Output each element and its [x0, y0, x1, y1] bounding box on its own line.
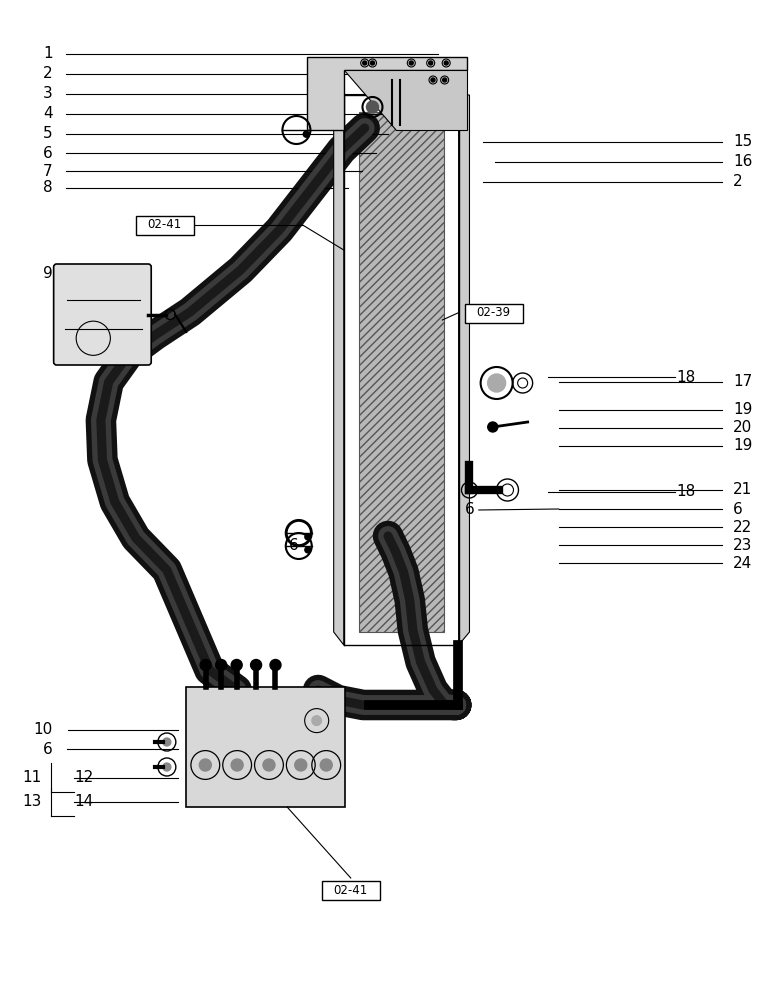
Text: 2: 2 [43, 66, 53, 82]
Text: 15: 15 [733, 134, 753, 149]
Circle shape [442, 78, 447, 82]
Polygon shape [344, 70, 467, 130]
Circle shape [270, 660, 281, 670]
Text: 19: 19 [733, 402, 753, 418]
Circle shape [163, 763, 171, 771]
Circle shape [305, 534, 311, 540]
Text: 17: 17 [733, 374, 753, 389]
Polygon shape [334, 95, 344, 645]
Text: 13: 13 [23, 794, 42, 810]
Circle shape [320, 759, 332, 771]
Text: 12: 12 [74, 770, 94, 786]
Text: 19: 19 [733, 438, 753, 454]
Bar [136, 216, 193, 234]
Circle shape [303, 131, 309, 137]
Text: 3: 3 [43, 87, 53, 102]
Text: 7: 7 [43, 163, 53, 178]
Circle shape [428, 61, 433, 65]
Circle shape [488, 422, 497, 432]
Text: 02-41: 02-41 [334, 884, 368, 896]
Circle shape [444, 61, 449, 65]
Text: 6: 6 [43, 145, 53, 160]
Bar [322, 880, 379, 900]
Circle shape [487, 374, 506, 392]
Text: 6: 6 [465, 502, 475, 518]
Text: 02-41: 02-41 [147, 219, 182, 232]
Circle shape [312, 716, 321, 725]
Text: 18: 18 [677, 369, 696, 384]
Text: 4: 4 [43, 106, 53, 121]
Text: 14: 14 [74, 794, 94, 810]
FancyBboxPatch shape [54, 264, 151, 365]
Text: 8: 8 [43, 180, 53, 196]
Text: 21: 21 [733, 483, 753, 497]
Text: 6: 6 [289, 538, 299, 554]
Circle shape [231, 759, 243, 771]
Circle shape [200, 660, 211, 670]
Text: 1: 1 [43, 46, 53, 62]
Text: 6: 6 [43, 742, 53, 756]
Text: 20: 20 [733, 420, 753, 436]
Circle shape [366, 101, 379, 113]
Bar [186, 687, 345, 807]
Text: 2: 2 [733, 174, 743, 190]
Text: 5: 5 [43, 126, 53, 141]
Circle shape [263, 759, 275, 771]
Text: 16: 16 [733, 154, 753, 169]
Text: 02-39: 02-39 [476, 306, 511, 320]
Text: 9: 9 [43, 265, 53, 280]
Text: 11: 11 [23, 770, 42, 786]
Text: 10: 10 [33, 722, 53, 738]
Text: 22: 22 [733, 520, 753, 534]
Circle shape [305, 547, 311, 553]
Bar [359, 112, 444, 632]
Circle shape [295, 759, 307, 771]
Circle shape [370, 61, 375, 65]
Circle shape [362, 61, 367, 65]
Bar [465, 304, 522, 322]
Text: 23: 23 [733, 538, 753, 552]
Text: 18: 18 [677, 485, 696, 499]
Circle shape [216, 660, 227, 670]
Polygon shape [459, 95, 469, 645]
Text: 24: 24 [733, 556, 753, 570]
Text: 6: 6 [733, 502, 743, 516]
Circle shape [163, 738, 171, 746]
Circle shape [199, 759, 211, 771]
Circle shape [409, 61, 414, 65]
Circle shape [231, 660, 242, 670]
Circle shape [431, 78, 435, 82]
Polygon shape [307, 57, 467, 130]
Circle shape [251, 660, 262, 670]
